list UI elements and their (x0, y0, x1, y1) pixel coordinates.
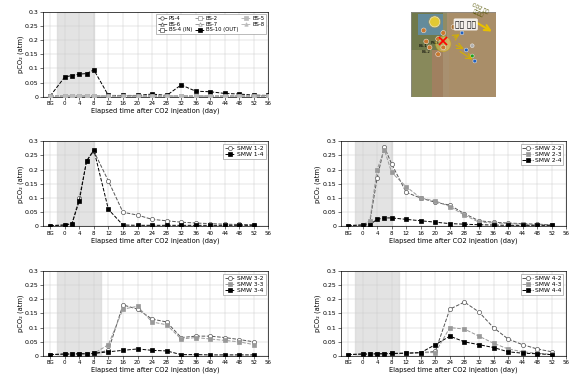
FancyBboxPatch shape (411, 50, 432, 97)
Ellipse shape (436, 36, 451, 52)
Legend: SMW 1-2, SMW 1-4: SMW 1-2, SMW 1-4 (223, 144, 265, 159)
Text: CO2 주입
지점표시: CO2 주입 지점표시 (469, 2, 489, 19)
Circle shape (427, 45, 432, 50)
Y-axis label: pCO₂ (atm): pCO₂ (atm) (17, 165, 23, 202)
Text: BS-2: BS-2 (422, 50, 431, 53)
Text: BS-1: BS-1 (418, 44, 427, 48)
FancyBboxPatch shape (411, 12, 447, 50)
Y-axis label: pCO₂ (atm): pCO₂ (atm) (315, 295, 321, 332)
Circle shape (421, 28, 426, 33)
Bar (57, 141, 94, 226)
Y-axis label: pCO₂ (atm): pCO₂ (atm) (315, 165, 321, 202)
Legend: SMW 4-2, SMW 4-3, SMW 4-4: SMW 4-2, SMW 4-3, SMW 4-4 (521, 274, 563, 295)
Y-axis label: pCO₂ (atm): pCO₂ (atm) (17, 295, 23, 332)
Circle shape (470, 54, 474, 58)
Circle shape (460, 31, 464, 35)
X-axis label: Elapsed time after CO2 injeation (day): Elapsed time after CO2 injeation (day) (389, 237, 518, 243)
Circle shape (430, 17, 439, 27)
Y-axis label: pCO₂ (atm): pCO₂ (atm) (17, 36, 23, 73)
Circle shape (441, 45, 446, 50)
Bar (57, 12, 94, 97)
Circle shape (436, 36, 440, 41)
Circle shape (429, 16, 440, 28)
Bar (355, 141, 392, 226)
Circle shape (473, 59, 476, 63)
X-axis label: Elapsed time after CO2 injeation (day): Elapsed time after CO2 injeation (day) (92, 237, 220, 243)
Bar (355, 271, 399, 356)
X-axis label: Elapsed time after CO2 injeation (day): Elapsed time after CO2 injeation (day) (92, 108, 220, 114)
X-axis label: Elapsed time after CO2 injeation (day): Elapsed time after CO2 injeation (day) (389, 366, 518, 373)
FancyBboxPatch shape (418, 14, 443, 36)
Circle shape (470, 44, 474, 48)
Circle shape (436, 52, 440, 57)
Circle shape (451, 24, 456, 29)
X-axis label: Elapsed time after CO2 injeation (day): Elapsed time after CO2 injeation (day) (92, 366, 220, 373)
FancyBboxPatch shape (443, 12, 449, 97)
Circle shape (464, 48, 468, 52)
FancyBboxPatch shape (449, 12, 496, 97)
Circle shape (441, 31, 446, 35)
Legend: PS-4, BS-6, BS-4 (IN), BS-2, BS-7, BS-10 (OUT), BS-5, BS-8: PS-4, BS-6, BS-4 (IN), BS-2, BS-7, BS-10… (156, 14, 266, 34)
Text: PS-3: PS-3 (430, 41, 439, 45)
Legend: SMW 2-2, SMW 2-3, SMW 2-4: SMW 2-2, SMW 2-3, SMW 2-4 (521, 144, 563, 165)
Circle shape (424, 39, 428, 44)
Text: 주입 지점: 주입 지점 (455, 20, 476, 29)
Bar (57, 271, 101, 356)
Legend: SMW 3-2, SMW 3-3, SMW 3-4: SMW 3-2, SMW 3-3, SMW 3-4 (223, 274, 265, 295)
